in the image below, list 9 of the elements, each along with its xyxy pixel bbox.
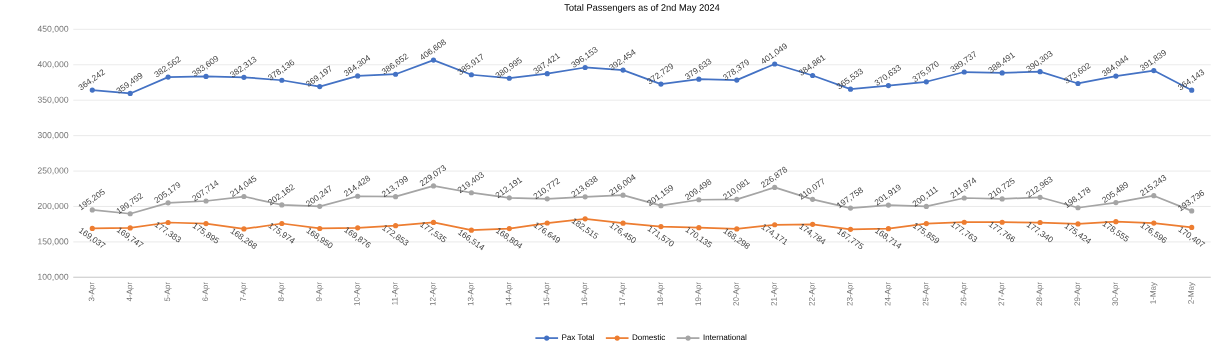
y-tick-label: 250,000 xyxy=(37,167,69,175)
y-tick-label: 350,000 xyxy=(37,96,69,104)
y-tick-label: 150,000 xyxy=(38,238,69,246)
y-tick-label: 300,000 xyxy=(37,132,69,140)
y-tick-label: 450,000 xyxy=(37,25,69,33)
y-tick-label: 100,000 xyxy=(38,273,69,281)
chart-title: Total Passengers as of 2nd May 2024 xyxy=(564,4,720,13)
y-tick-label: 200,000 xyxy=(37,202,69,211)
y-tick-label: 400,000 xyxy=(37,61,69,69)
